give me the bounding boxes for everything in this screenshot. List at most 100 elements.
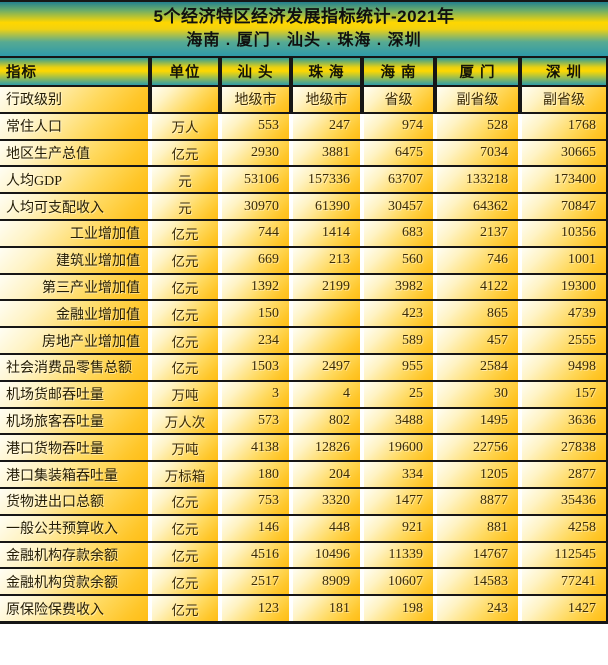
indicator-cell[interactable]: 金融业增加值 [0,301,148,327]
value-cell[interactable]: 448 [293,515,360,541]
column-header-xiamen[interactable]: 厦 门 [437,58,518,85]
value-cell[interactable]: 213 [293,247,360,273]
unit-cell[interactable]: 万人次 [152,408,218,434]
value-cell[interactable]: 3320 [293,488,360,514]
value-cell[interactable]: 9498 [522,354,606,380]
value-cell[interactable]: 669 [222,247,289,273]
indicator-cell[interactable]: 原保险保费收入 [0,596,148,621]
value-cell[interactable]: 6475 [364,140,433,166]
unit-cell[interactable]: 亿元 [152,569,218,595]
indicator-cell[interactable]: 房地产业增加值 [0,328,148,353]
value-cell[interactable]: 2137 [437,220,518,246]
value-cell[interactable]: 457 [437,328,518,353]
column-header-shenzhen[interactable]: 深 圳 [522,58,606,85]
unit-cell[interactable]: 元 [152,194,218,219]
value-cell[interactable]: 2517 [222,569,289,595]
indicator-cell[interactable]: 人均可支配收入 [0,194,148,219]
unit-cell[interactable]: 元 [152,167,218,193]
indicator-cell[interactable]: 地区生产总值 [0,140,148,166]
value-cell[interactable]: 19300 [522,274,606,300]
value-cell[interactable]: 204 [293,462,360,487]
value-cell[interactable]: 4739 [522,301,606,327]
value-cell[interactable]: 112545 [522,542,606,568]
value-cell[interactable]: 25 [364,381,433,407]
value-cell[interactable]: 955 [364,354,433,380]
value-cell[interactable]: 3881 [293,140,360,166]
value-cell[interactable]: 1001 [522,247,606,273]
unit-cell[interactable]: 万标箱 [152,462,218,487]
value-cell[interactable]: 30665 [522,140,606,166]
value-cell[interactable]: 157 [522,381,606,407]
value-cell[interactable]: 247 [293,113,360,139]
value-cell[interactable]: 64362 [437,194,518,219]
value-cell[interactable]: 77241 [522,569,606,595]
value-cell[interactable]: 1477 [364,488,433,514]
value-cell[interactable]: 19600 [364,435,433,461]
unit-cell[interactable]: 亿元 [152,596,218,621]
indicator-cell[interactable]: 第三产业增加值 [0,274,148,300]
value-cell[interactable]: 4 [293,381,360,407]
value-cell[interactable]: 746 [437,247,518,273]
indicator-cell[interactable]: 金融机构存款余额 [0,542,148,568]
value-cell[interactable]: 1503 [222,354,289,380]
value-cell[interactable]: 35436 [522,488,606,514]
column-header-shantou[interactable]: 汕 头 [222,58,289,85]
value-cell[interactable]: 3636 [522,408,606,434]
value-cell[interactable]: 243 [437,596,518,621]
value-cell[interactable]: 157336 [293,167,360,193]
value-cell[interactable]: 4122 [437,274,518,300]
value-cell[interactable]: 123 [222,596,289,621]
value-cell[interactable]: 12826 [293,435,360,461]
value-cell[interactable]: 1495 [437,408,518,434]
unit-cell[interactable] [152,87,218,112]
value-cell[interactable]: 2930 [222,140,289,166]
value-cell[interactable]: 802 [293,408,360,434]
value-cell[interactable]: 副省级 [437,87,518,112]
value-cell[interactable]: 528 [437,113,518,139]
value-cell[interactable]: 865 [437,301,518,327]
unit-cell[interactable]: 亿元 [152,247,218,273]
value-cell[interactable]: 地级市 [293,87,360,112]
value-cell[interactable]: 753 [222,488,289,514]
value-cell[interactable]: 14767 [437,542,518,568]
indicator-cell[interactable]: 机场货邮吞吐量 [0,381,148,407]
value-cell[interactable]: 2199 [293,274,360,300]
value-cell[interactable]: 180 [222,462,289,487]
value-cell[interactable]: 423 [364,301,433,327]
unit-cell[interactable]: 亿元 [152,542,218,568]
value-cell[interactable]: 30970 [222,194,289,219]
indicator-cell[interactable]: 工业增加值 [0,220,148,246]
value-cell[interactable] [293,301,360,327]
value-cell[interactable]: 10496 [293,542,360,568]
value-cell[interactable] [293,328,360,353]
unit-cell[interactable]: 亿元 [152,328,218,353]
value-cell[interactable]: 8909 [293,569,360,595]
indicator-cell[interactable]: 一般公共预算收入 [0,515,148,541]
indicator-cell[interactable]: 货物进出口总额 [0,488,148,514]
value-cell[interactable]: 150 [222,301,289,327]
value-cell[interactable]: 2555 [522,328,606,353]
indicator-cell[interactable]: 金融机构贷款余额 [0,569,148,595]
value-cell[interactable]: 副省级 [522,87,606,112]
unit-cell[interactable]: 亿元 [152,301,218,327]
value-cell[interactable]: 14583 [437,569,518,595]
value-cell[interactable]: 1414 [293,220,360,246]
value-cell[interactable]: 7034 [437,140,518,166]
value-cell[interactable]: 10356 [522,220,606,246]
indicator-cell[interactable]: 社会消费品零售总额 [0,354,148,380]
indicator-cell[interactable]: 人均GDP [0,167,148,193]
value-cell[interactable]: 61390 [293,194,360,219]
indicator-cell[interactable]: 常住人口 [0,113,148,139]
unit-cell[interactable]: 亿元 [152,354,218,380]
value-cell[interactable]: 173400 [522,167,606,193]
value-cell[interactable]: 4258 [522,515,606,541]
unit-cell[interactable]: 亿元 [152,515,218,541]
value-cell[interactable]: 11339 [364,542,433,568]
value-cell[interactable]: 589 [364,328,433,353]
value-cell[interactable]: 70847 [522,194,606,219]
value-cell[interactable]: 4138 [222,435,289,461]
value-cell[interactable]: 921 [364,515,433,541]
value-cell[interactable]: 10607 [364,569,433,595]
column-header-hainan[interactable]: 海 南 [364,58,433,85]
indicator-cell[interactable]: 港口集装箱吞吐量 [0,462,148,487]
